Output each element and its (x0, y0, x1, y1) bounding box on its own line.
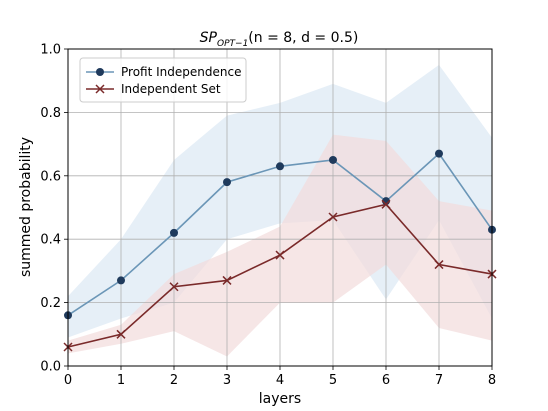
y-tick-label: 0.2 (40, 296, 61, 311)
data-point-profit-independence (223, 178, 231, 187)
legend-marker-independent-set (95, 84, 105, 94)
y-tick-label: 0.0 (40, 360, 61, 375)
x-tick-label: 1 (117, 373, 125, 388)
legend-label-profit-independence: Profit Independence (121, 65, 241, 79)
x-tick-label: 4 (276, 373, 284, 388)
data-point-profit-independence (435, 149, 443, 158)
data-point-profit-independence (170, 228, 178, 237)
data-point-profit-independence (117, 276, 125, 285)
legend-box (79, 57, 247, 103)
legend: Profit Independence Independent Set (79, 57, 247, 103)
y-axis-label: summed probability (18, 137, 34, 277)
x-tick-label: 6 (382, 373, 390, 388)
legend-label-independent-set: Independent Set (121, 82, 221, 96)
data-point-profit-independence (329, 155, 337, 164)
data-point-independent-set (328, 212, 338, 222)
y-tick-label: 0.8 (40, 106, 61, 121)
y-tick-label: 0.4 (40, 233, 61, 248)
data-point-independent-set (434, 260, 444, 270)
data-point-independent-set (275, 250, 285, 260)
title-subscript: OPT−1 (217, 39, 248, 49)
chart-title: SPOPT−1(n = 8, d = 0.5) (200, 30, 359, 49)
title-params: (n = 8, d = 0.5) (248, 30, 358, 46)
data-point-profit-independence (276, 162, 284, 171)
title-sp: SP (200, 30, 218, 46)
series-markers (63, 149, 497, 352)
data-point-independent-set (222, 275, 232, 285)
data-point-independent-set (116, 329, 126, 339)
axis-ticks: 0 1 2 3 4 5 6 7 8 0.0 0.2 0.4 0.6 0.8 1.0 (40, 43, 496, 389)
x-tick-label: 5 (329, 373, 337, 388)
data-point-independent-set (169, 282, 179, 292)
x-tick-label: 0 (64, 373, 72, 388)
legend-marker-profit-independence (96, 68, 104, 76)
x-tick-label: 3 (223, 373, 231, 388)
y-tick-label: 0.6 (40, 169, 61, 184)
x-tick-label: 7 (435, 373, 443, 388)
x-axis-label: layers (259, 391, 301, 407)
data-point-independent-set (381, 199, 391, 209)
y-tick-label: 1.0 (40, 43, 61, 58)
x-tick-label: 2 (170, 373, 178, 388)
x-tick-label: 8 (488, 373, 496, 388)
